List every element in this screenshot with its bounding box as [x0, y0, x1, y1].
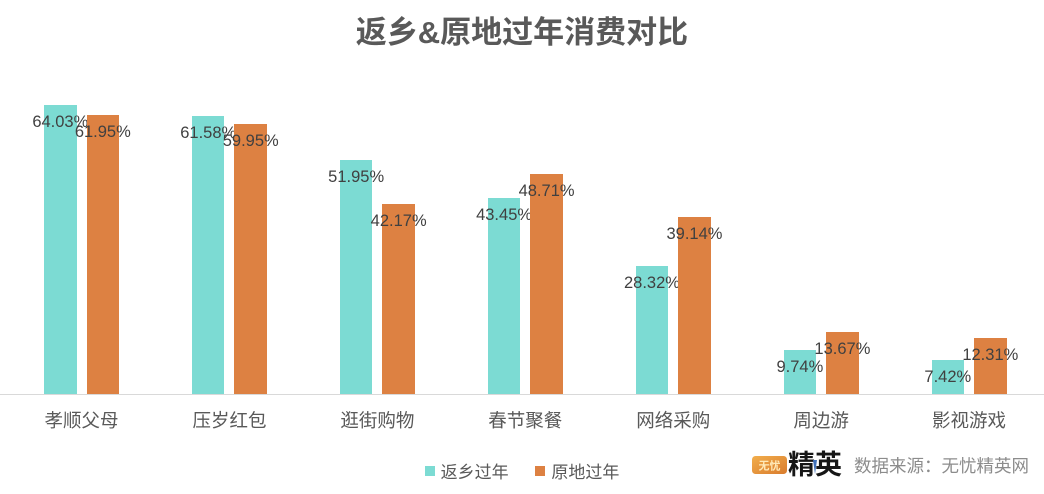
- svg-text:无忧: 无忧: [759, 458, 781, 472]
